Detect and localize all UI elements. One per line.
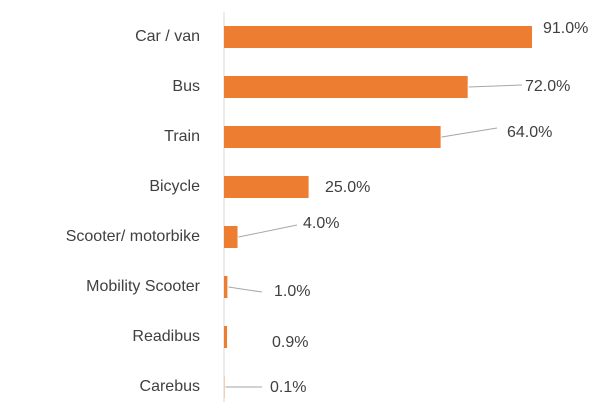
category-label: Mobility Scooter bbox=[86, 278, 200, 295]
leader-line bbox=[238, 224, 298, 238]
data-label: 0.9% bbox=[272, 334, 308, 351]
bar bbox=[224, 26, 532, 48]
data-label: 91.0% bbox=[543, 20, 588, 37]
leader-line bbox=[468, 84, 523, 88]
data-label: 4.0% bbox=[303, 215, 339, 232]
leader-line bbox=[228, 286, 263, 293]
category-label: Bus bbox=[172, 78, 200, 95]
category-label: Train bbox=[164, 128, 200, 145]
category-label: Car / van bbox=[135, 28, 200, 45]
data-label: 1.0% bbox=[274, 283, 310, 300]
category-label: Readibus bbox=[132, 328, 200, 345]
bar bbox=[224, 276, 228, 298]
data-label: 72.0% bbox=[525, 78, 570, 95]
leader-line bbox=[441, 127, 498, 138]
bar bbox=[224, 226, 238, 248]
bar bbox=[224, 76, 468, 98]
data-label: 25.0% bbox=[325, 179, 370, 196]
category-label: Bicycle bbox=[149, 178, 200, 195]
data-label: 64.0% bbox=[507, 124, 552, 141]
data-label: 0.1% bbox=[270, 379, 306, 396]
bar bbox=[224, 126, 441, 148]
category-label: Scooter/ motorbike bbox=[66, 228, 200, 245]
bar bbox=[224, 326, 228, 348]
bar bbox=[224, 176, 309, 198]
category-label: Carebus bbox=[140, 378, 200, 395]
